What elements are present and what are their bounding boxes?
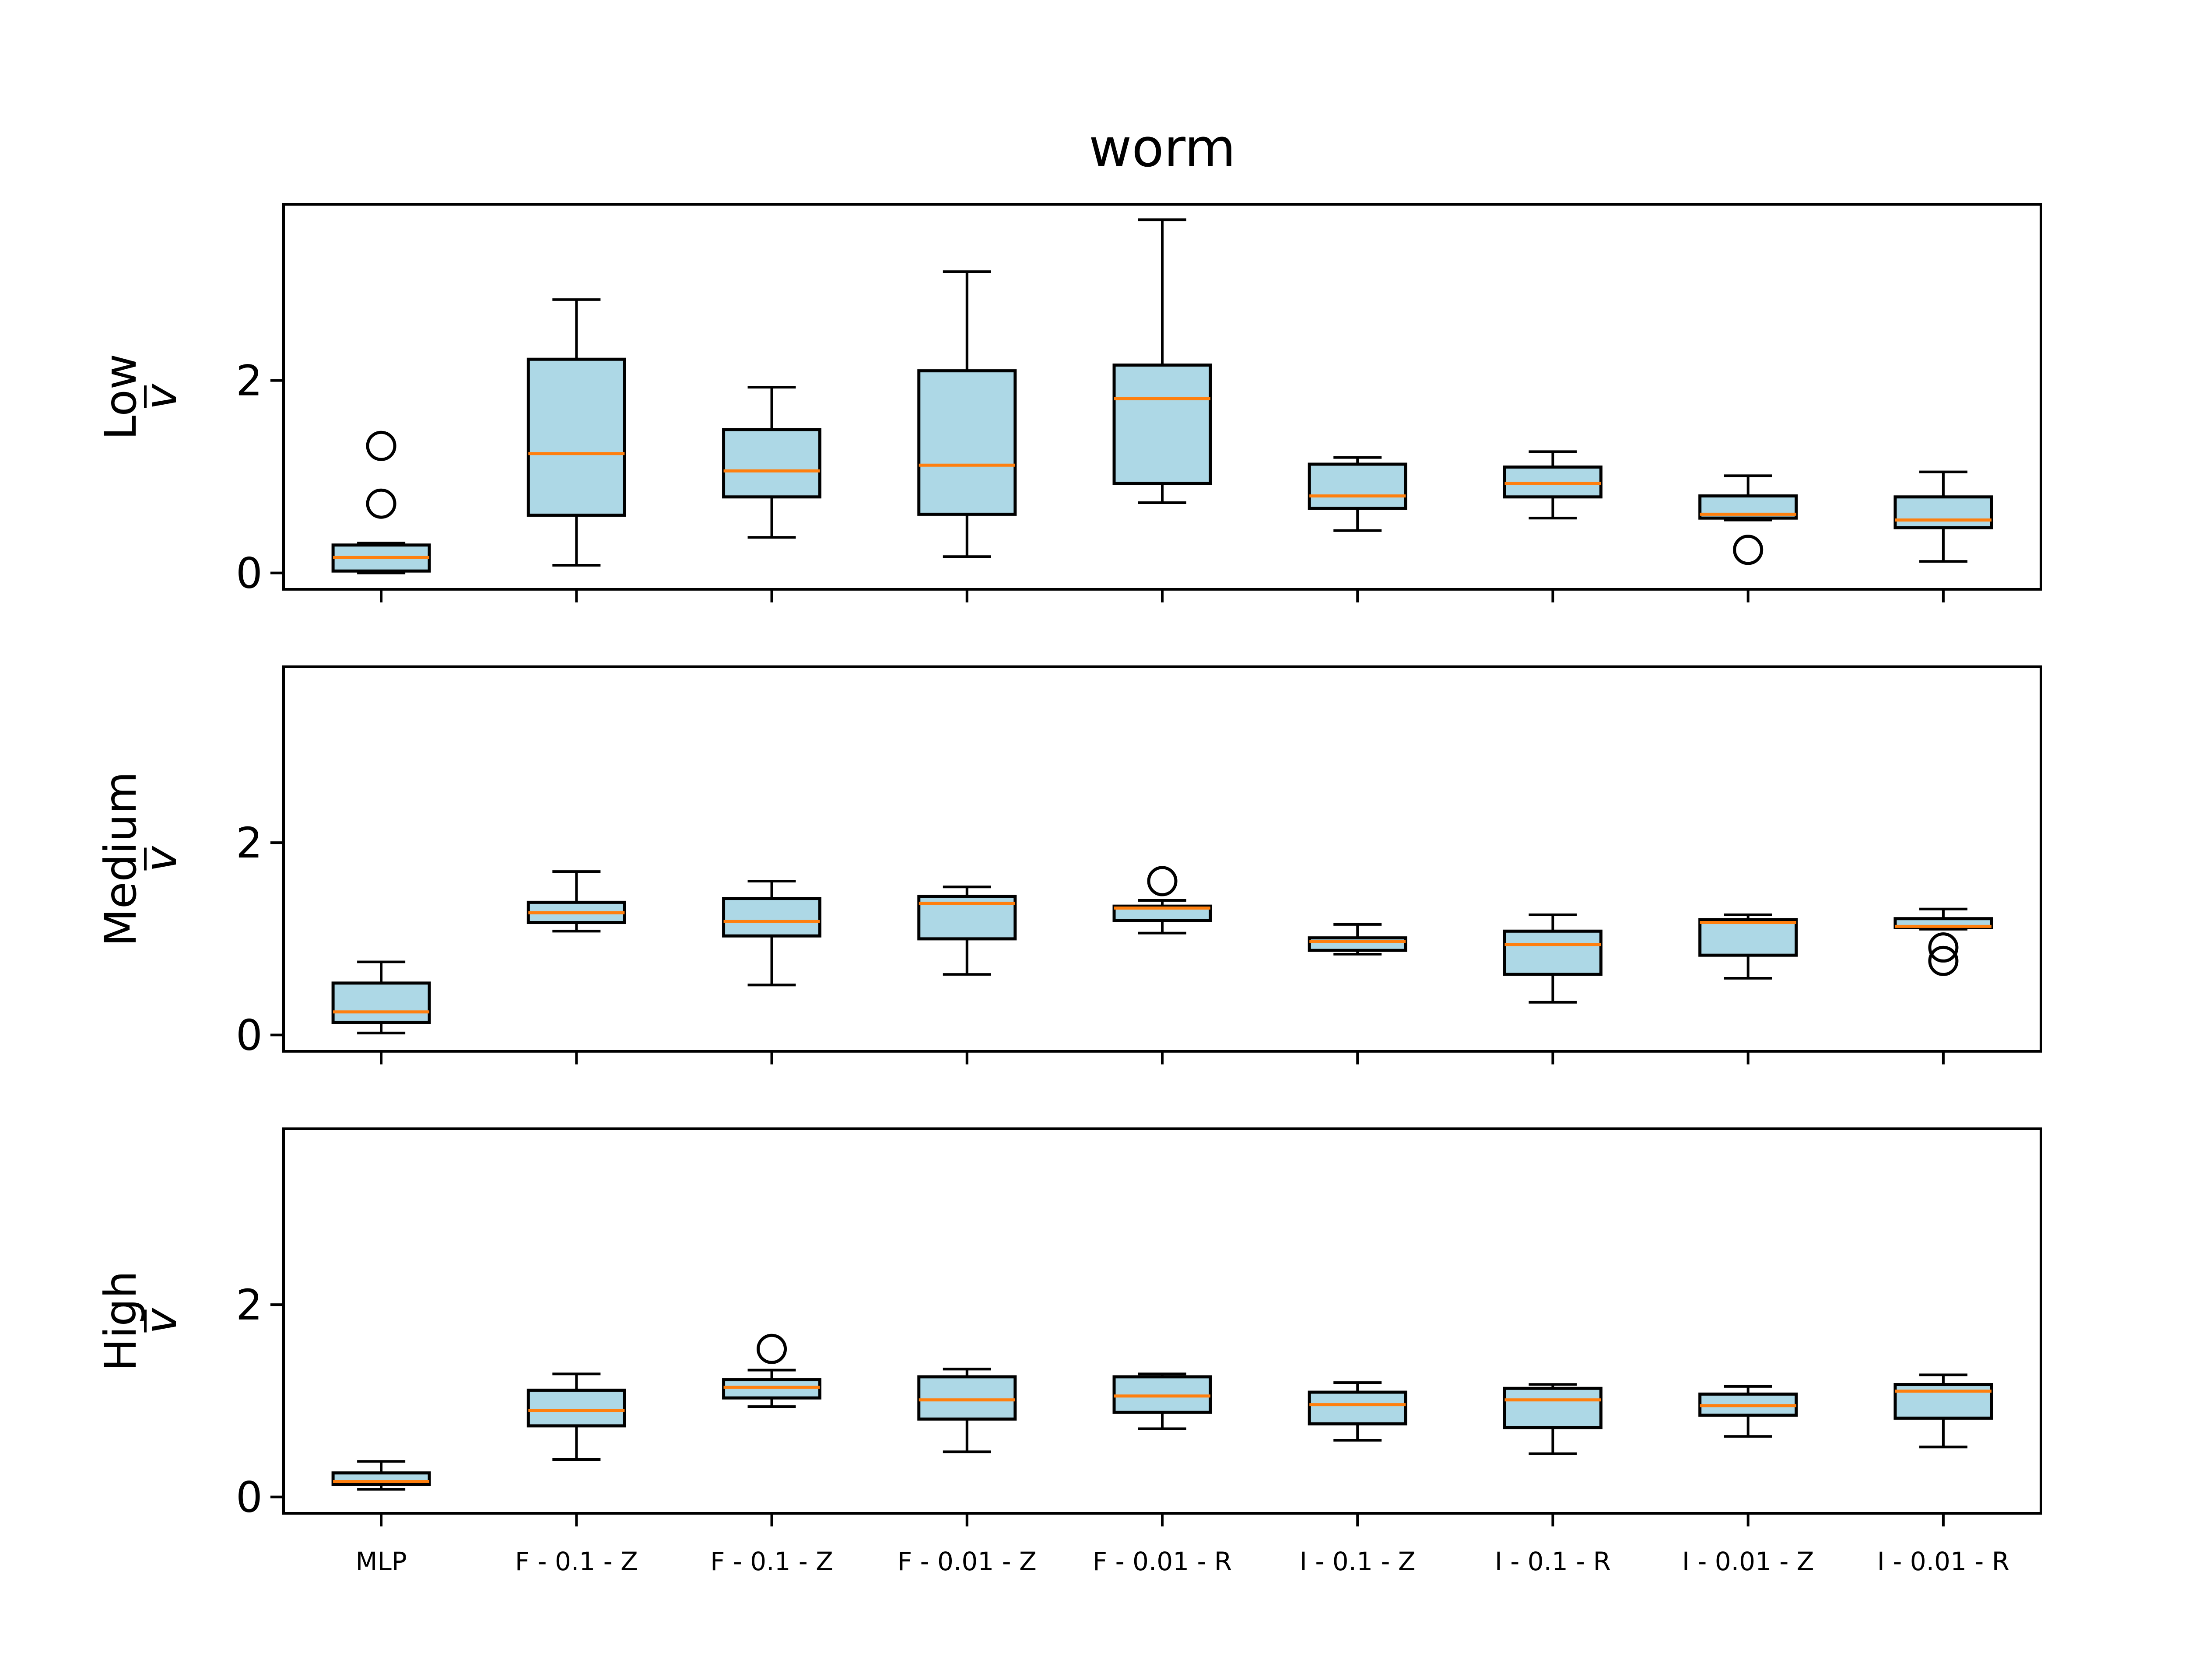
box-7 bbox=[1503, 913, 1602, 1004]
box-3 bbox=[722, 1334, 822, 1408]
axes-frame bbox=[282, 203, 2042, 591]
y-axis-label: Medium bbox=[95, 772, 146, 947]
box-body bbox=[1503, 929, 1602, 976]
box-9 bbox=[1893, 907, 1993, 976]
y-tick-label: 2 bbox=[236, 1281, 263, 1330]
box-2 bbox=[526, 870, 626, 933]
box-6 bbox=[1308, 1381, 1407, 1442]
box-2 bbox=[526, 1372, 626, 1461]
box-body bbox=[917, 369, 1017, 516]
box-3 bbox=[722, 880, 822, 987]
box-9 bbox=[1893, 1373, 1993, 1449]
box-5 bbox=[1112, 218, 1212, 504]
box-body bbox=[722, 897, 822, 938]
box-body bbox=[1112, 363, 1212, 485]
box-body bbox=[1308, 1390, 1407, 1426]
x-tick-label: I - 0.01 - R bbox=[1877, 1547, 2009, 1576]
box-6 bbox=[1308, 923, 1407, 956]
box-8 bbox=[1698, 913, 1798, 980]
x-tick-label: F - 0.01 - R bbox=[1093, 1547, 1232, 1576]
x-tick-label: I - 0.1 - R bbox=[1495, 1547, 1611, 1576]
outlier-point bbox=[366, 430, 396, 461]
box-body bbox=[331, 981, 431, 1024]
box-body bbox=[1503, 1386, 1602, 1429]
box-1 bbox=[331, 960, 431, 1035]
y-tick-label: 0 bbox=[236, 549, 263, 598]
x-tick-label: F - 0.01 - Z bbox=[898, 1547, 1037, 1576]
box-body bbox=[526, 1389, 626, 1428]
outlier-point bbox=[1928, 945, 1959, 976]
y-axis-label-symbol: v bbox=[135, 1307, 186, 1334]
outlier-point bbox=[757, 1334, 787, 1364]
y-axis-label: High bbox=[95, 1271, 146, 1372]
x-tick-label: I - 0.01 - Z bbox=[1682, 1547, 1814, 1576]
box-4 bbox=[917, 886, 1017, 976]
box-7 bbox=[1503, 1383, 1602, 1455]
x-tick-label: F - 0.1 - Z bbox=[515, 1547, 638, 1576]
box-body bbox=[1893, 495, 1993, 529]
box-7 bbox=[1503, 450, 1602, 520]
y-axis-label-symbol: v bbox=[135, 845, 186, 872]
box-body bbox=[1308, 936, 1407, 952]
y-tick-label: 2 bbox=[236, 357, 263, 406]
outlier-point bbox=[366, 488, 396, 519]
box-4 bbox=[917, 270, 1017, 558]
x-tick-label: F - 0.1 - Z bbox=[710, 1547, 833, 1576]
outlier-point bbox=[1147, 866, 1178, 896]
box-body bbox=[1308, 462, 1407, 510]
outlier-point bbox=[1928, 932, 1959, 963]
box-2 bbox=[526, 298, 626, 567]
axes-frame bbox=[282, 1127, 2042, 1515]
box-1 bbox=[331, 430, 431, 574]
box-3 bbox=[722, 386, 822, 539]
box-8 bbox=[1698, 474, 1798, 565]
box-body bbox=[1698, 918, 1798, 957]
box-6 bbox=[1308, 456, 1407, 532]
box-body bbox=[917, 1375, 1017, 1421]
y-tick-label: 0 bbox=[236, 1473, 263, 1522]
box-5 bbox=[1112, 1372, 1212, 1430]
y-tick-label: 0 bbox=[236, 1011, 263, 1060]
y-axis-label: Low bbox=[95, 354, 146, 440]
chart-title: worm bbox=[1089, 118, 1236, 179]
y-tick-label: 2 bbox=[236, 819, 263, 868]
box-5 bbox=[1112, 866, 1212, 934]
box-8 bbox=[1698, 1385, 1798, 1438]
box-body bbox=[1893, 1383, 1993, 1420]
axes-frame bbox=[282, 665, 2042, 1053]
x-tick-label: MLP bbox=[355, 1547, 407, 1576]
box-1 bbox=[331, 1460, 431, 1491]
x-tick-label: I - 0.1 - Z bbox=[1300, 1547, 1416, 1576]
box-9 bbox=[1893, 470, 1993, 563]
box-body bbox=[526, 357, 626, 517]
box-4 bbox=[917, 1368, 1017, 1453]
y-axis-label-symbol: v bbox=[135, 383, 186, 410]
box-body bbox=[722, 428, 822, 499]
outlier-point bbox=[1733, 535, 1764, 565]
